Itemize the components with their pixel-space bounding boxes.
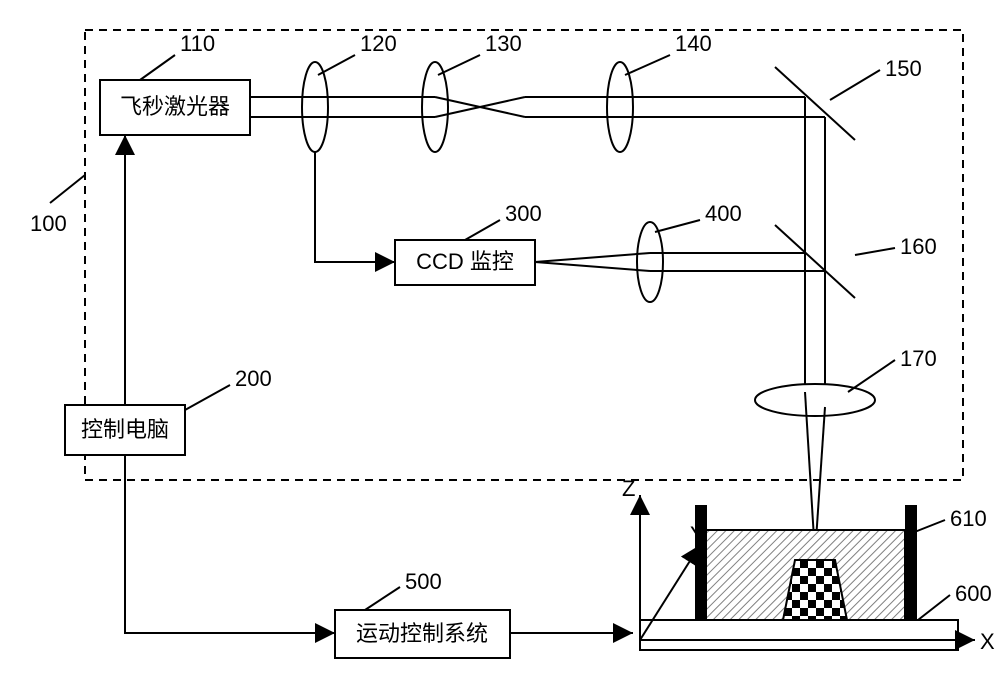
leader-120 xyxy=(318,55,355,75)
tank-wall-right xyxy=(905,505,917,620)
leader-110 xyxy=(140,55,175,80)
leader-500 xyxy=(365,587,400,610)
beam xyxy=(535,262,650,271)
label-500: 500 xyxy=(405,569,442,594)
lens-130 xyxy=(422,62,448,152)
axis-x-label: X xyxy=(980,629,995,654)
stage-600 xyxy=(640,620,958,650)
mirror-150 xyxy=(775,67,855,140)
label-130: 130 xyxy=(485,31,522,56)
leader-200 xyxy=(185,385,230,410)
lens-120 xyxy=(302,62,328,152)
label-160: 160 xyxy=(900,234,937,259)
leader-160 xyxy=(855,248,895,255)
ccd-label: CCD 监控 xyxy=(416,249,514,274)
arrow-lens-ccd xyxy=(315,152,395,262)
leader-170 xyxy=(848,360,895,392)
leader-400 xyxy=(655,220,700,232)
label-140: 140 xyxy=(675,31,712,56)
label-120: 120 xyxy=(360,31,397,56)
label-400: 400 xyxy=(705,201,742,226)
lens-170 xyxy=(755,384,875,416)
label-610: 610 xyxy=(950,506,987,531)
optical-diagram: 100 飞秒激光器 110 120 130 140 150 160 400 CC… xyxy=(0,0,1000,690)
label-200: 200 xyxy=(235,366,272,391)
sample-cone xyxy=(783,560,847,620)
axis-z-label: Z xyxy=(622,476,635,501)
label-150: 150 xyxy=(885,56,922,81)
lens-140 xyxy=(607,62,633,152)
arrow-computer-motion xyxy=(125,455,335,633)
leader-300 xyxy=(465,220,500,240)
leader-130 xyxy=(438,55,480,75)
label-300: 300 xyxy=(505,201,542,226)
label-110: 110 xyxy=(180,31,215,56)
label-100: 100 xyxy=(30,211,67,236)
mirror-160 xyxy=(775,225,855,298)
leader-140 xyxy=(625,55,670,75)
axis-y-label: Y xyxy=(690,522,705,547)
lens-400 xyxy=(637,222,663,302)
leader-150 xyxy=(830,70,880,100)
leader-600 xyxy=(918,595,950,620)
computer-label: 控制电脑 xyxy=(81,417,169,442)
label-600: 600 xyxy=(955,581,992,606)
leader-100 xyxy=(50,175,85,203)
laser-label: 飞秒激光器 xyxy=(120,94,230,119)
motion-label: 运动控制系统 xyxy=(356,621,488,646)
label-170: 170 xyxy=(900,346,937,371)
beam xyxy=(535,253,650,262)
